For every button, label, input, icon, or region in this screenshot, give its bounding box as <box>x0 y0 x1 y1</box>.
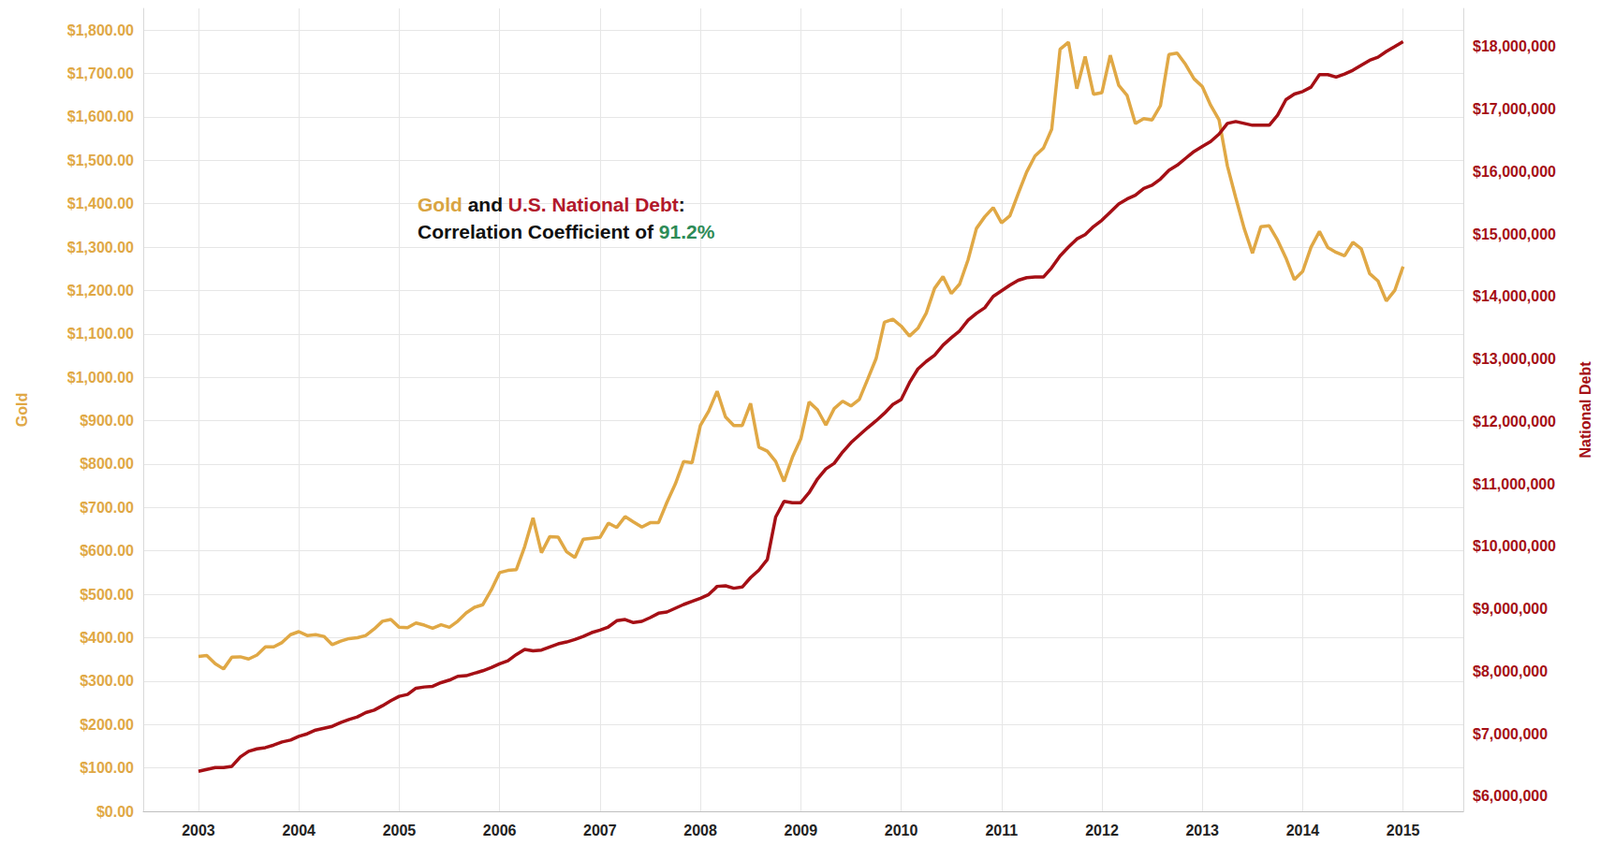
svg-text:2003: 2003 <box>181 822 216 839</box>
svg-text:2013: 2013 <box>1185 822 1219 839</box>
svg-text:2012: 2012 <box>1085 822 1119 839</box>
svg-text:$100.00: $100.00 <box>79 760 134 777</box>
svg-text:$1,000.00: $1,000.00 <box>67 369 134 386</box>
svg-text:2015: 2015 <box>1386 822 1421 839</box>
svg-text:$1,600.00: $1,600.00 <box>67 108 134 125</box>
svg-text:2005: 2005 <box>382 822 417 839</box>
svg-text:$400.00: $400.00 <box>79 630 134 646</box>
svg-text:$1,500.00: $1,500.00 <box>67 152 134 169</box>
svg-text:2004: 2004 <box>281 822 316 839</box>
svg-text:91.2%: 91.2% <box>659 220 716 243</box>
svg-text:Correlation Coefficient of: Correlation Coefficient of <box>417 220 660 243</box>
svg-text:$7,000,000: $7,000,000 <box>1472 726 1548 743</box>
svg-text:$500.00: $500.00 <box>79 587 134 603</box>
svg-text:$900.00: $900.00 <box>79 412 134 429</box>
svg-text:$8,000,000: $8,000,000 <box>1472 663 1548 680</box>
svg-text:2009: 2009 <box>784 822 819 839</box>
svg-text:$1,300.00: $1,300.00 <box>67 239 134 256</box>
svg-text::: : <box>678 193 686 216</box>
svg-text:$9,000,000: $9,000,000 <box>1472 601 1548 617</box>
svg-text:2010: 2010 <box>884 822 919 839</box>
svg-text:2006: 2006 <box>483 822 517 839</box>
svg-text:$13,000,000: $13,000,000 <box>1472 351 1556 367</box>
svg-text:$1,400.00: $1,400.00 <box>67 195 134 212</box>
svg-text:National Debt: National Debt <box>1577 361 1594 459</box>
svg-text:$600.00: $600.00 <box>79 543 134 559</box>
svg-text:and: and <box>462 193 509 216</box>
svg-text:Gold: Gold <box>14 393 30 427</box>
svg-text:$6,000,000: $6,000,000 <box>1472 788 1548 805</box>
svg-text:$11,000,000: $11,000,000 <box>1472 476 1556 493</box>
svg-text:$700.00: $700.00 <box>79 499 134 516</box>
svg-text:$16,000,000: $16,000,000 <box>1472 163 1556 180</box>
svg-text:$200.00: $200.00 <box>79 717 134 734</box>
svg-text:$1,700.00: $1,700.00 <box>67 65 134 82</box>
svg-text:2008: 2008 <box>683 822 718 839</box>
svg-text:2007: 2007 <box>583 822 617 839</box>
svg-text:$12,000,000: $12,000,000 <box>1472 413 1556 430</box>
svg-text:$17,000,000: $17,000,000 <box>1472 101 1556 118</box>
svg-text:$0.00: $0.00 <box>96 804 134 821</box>
svg-text:Gold: Gold <box>417 193 463 216</box>
svg-text:$14,000,000: $14,000,000 <box>1472 288 1556 305</box>
svg-text:2014: 2014 <box>1286 822 1321 839</box>
svg-text:$15,000,000: $15,000,000 <box>1472 226 1556 243</box>
svg-text:$1,800.00: $1,800.00 <box>67 22 134 39</box>
svg-text:U.S. National Debt: U.S. National Debt <box>508 193 679 216</box>
svg-text:$300.00: $300.00 <box>79 673 134 690</box>
svg-text:$800.00: $800.00 <box>79 455 134 472</box>
svg-text:$1,100.00: $1,100.00 <box>67 325 134 342</box>
svg-text:$10,000,000: $10,000,000 <box>1472 538 1556 555</box>
svg-text:2011: 2011 <box>984 822 1018 839</box>
svg-text:$18,000,000: $18,000,000 <box>1472 38 1556 55</box>
svg-text:$1,200.00: $1,200.00 <box>67 282 134 299</box>
